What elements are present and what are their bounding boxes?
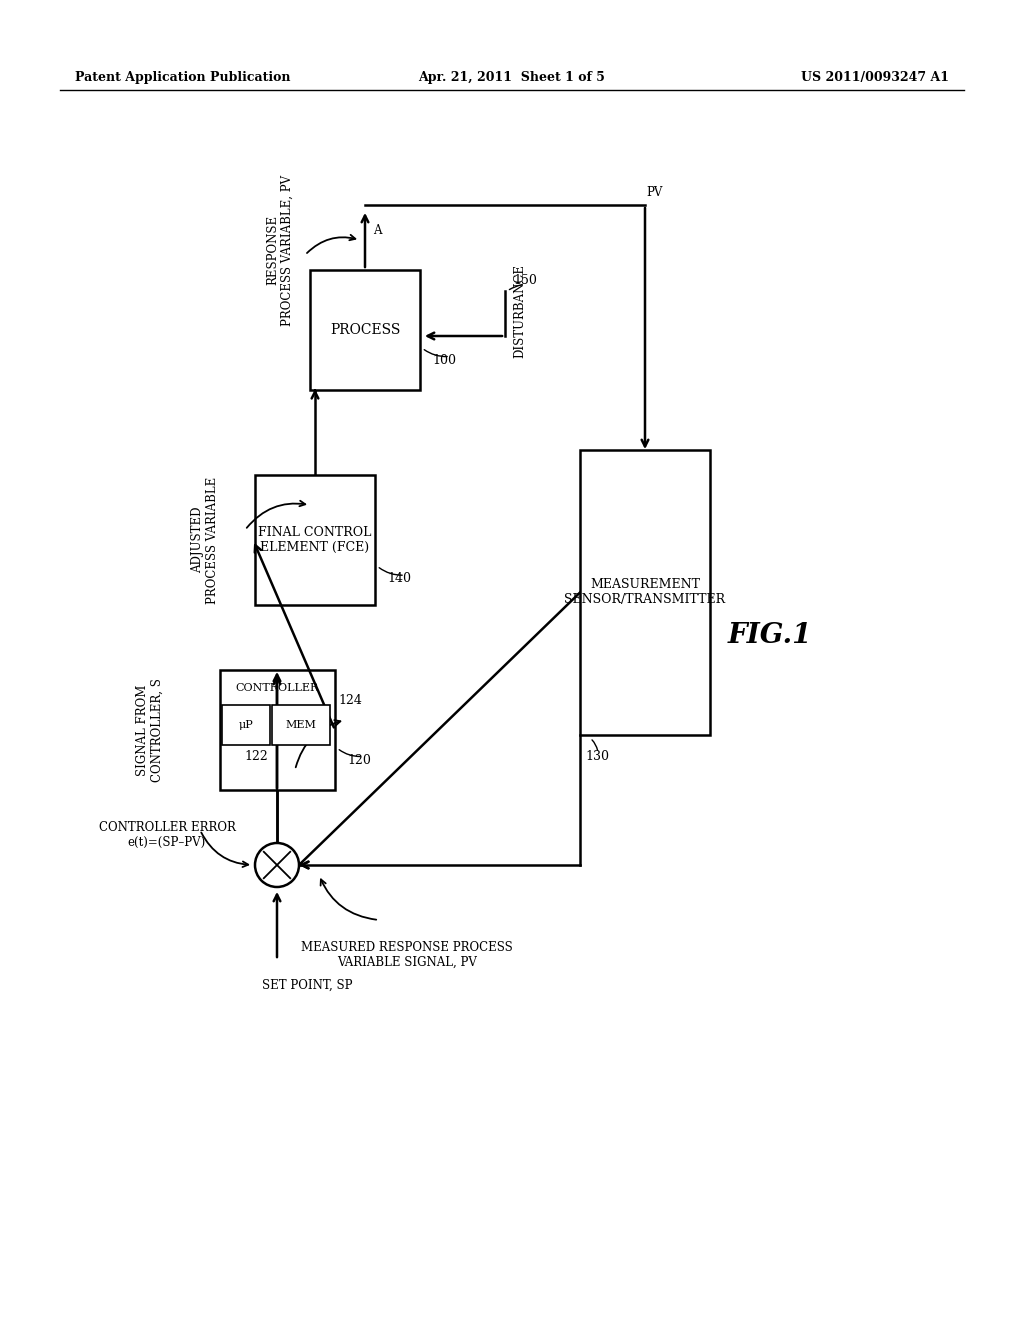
Text: FINAL CONTROL
ELEMENT (FCE): FINAL CONTROL ELEMENT (FCE) — [258, 525, 372, 554]
Text: 124: 124 — [338, 693, 361, 706]
Text: MEASURED RESPONSE PROCESS
VARIABLE SIGNAL, PV: MEASURED RESPONSE PROCESS VARIABLE SIGNA… — [301, 941, 513, 969]
Text: RESPONSE
PROCESS VARIABLE, PV: RESPONSE PROCESS VARIABLE, PV — [266, 174, 294, 326]
Text: FIG.1: FIG.1 — [728, 622, 812, 648]
Bar — [220, 671, 335, 789]
Text: Apr. 21, 2011  Sheet 1 of 5: Apr. 21, 2011 Sheet 1 of 5 — [419, 71, 605, 84]
Text: CONTROLLER ERROR
e(t)=(SP–PV): CONTROLLER ERROR e(t)=(SP–PV) — [98, 821, 236, 849]
Bar — [255, 475, 375, 605]
Text: SET POINT, SP: SET POINT, SP — [262, 978, 352, 991]
Circle shape — [255, 843, 299, 887]
Text: 140: 140 — [387, 573, 411, 586]
Bar — [310, 271, 420, 389]
Text: μP: μP — [239, 719, 253, 730]
Text: US 2011/0093247 A1: US 2011/0093247 A1 — [801, 71, 949, 84]
Bar — [222, 705, 270, 744]
Text: 122: 122 — [244, 751, 268, 763]
Text: CONTROLLER: CONTROLLER — [236, 682, 319, 693]
Text: PROCESS: PROCESS — [330, 323, 400, 337]
Text: A: A — [373, 223, 381, 236]
Text: PV: PV — [647, 186, 664, 199]
Text: DISTURBANCE: DISTURBANCE — [513, 264, 526, 358]
Text: 150: 150 — [513, 275, 537, 288]
Text: MEASUREMENT
SENSOR/TRANSMITTER: MEASUREMENT SENSOR/TRANSMITTER — [564, 578, 726, 606]
Text: Patent Application Publication: Patent Application Publication — [75, 71, 291, 84]
Text: 120: 120 — [347, 754, 371, 767]
Text: 130: 130 — [585, 751, 609, 763]
Text: SIGNAL FROM
CONTROLLER, S: SIGNAL FROM CONTROLLER, S — [136, 678, 164, 781]
Bar — [272, 705, 330, 744]
Bar — [580, 450, 710, 735]
Text: MEM: MEM — [286, 719, 316, 730]
Text: 100: 100 — [432, 354, 456, 367]
Text: ADJUSTED
PROCESS VARIABLE: ADJUSTED PROCESS VARIABLE — [191, 477, 219, 603]
